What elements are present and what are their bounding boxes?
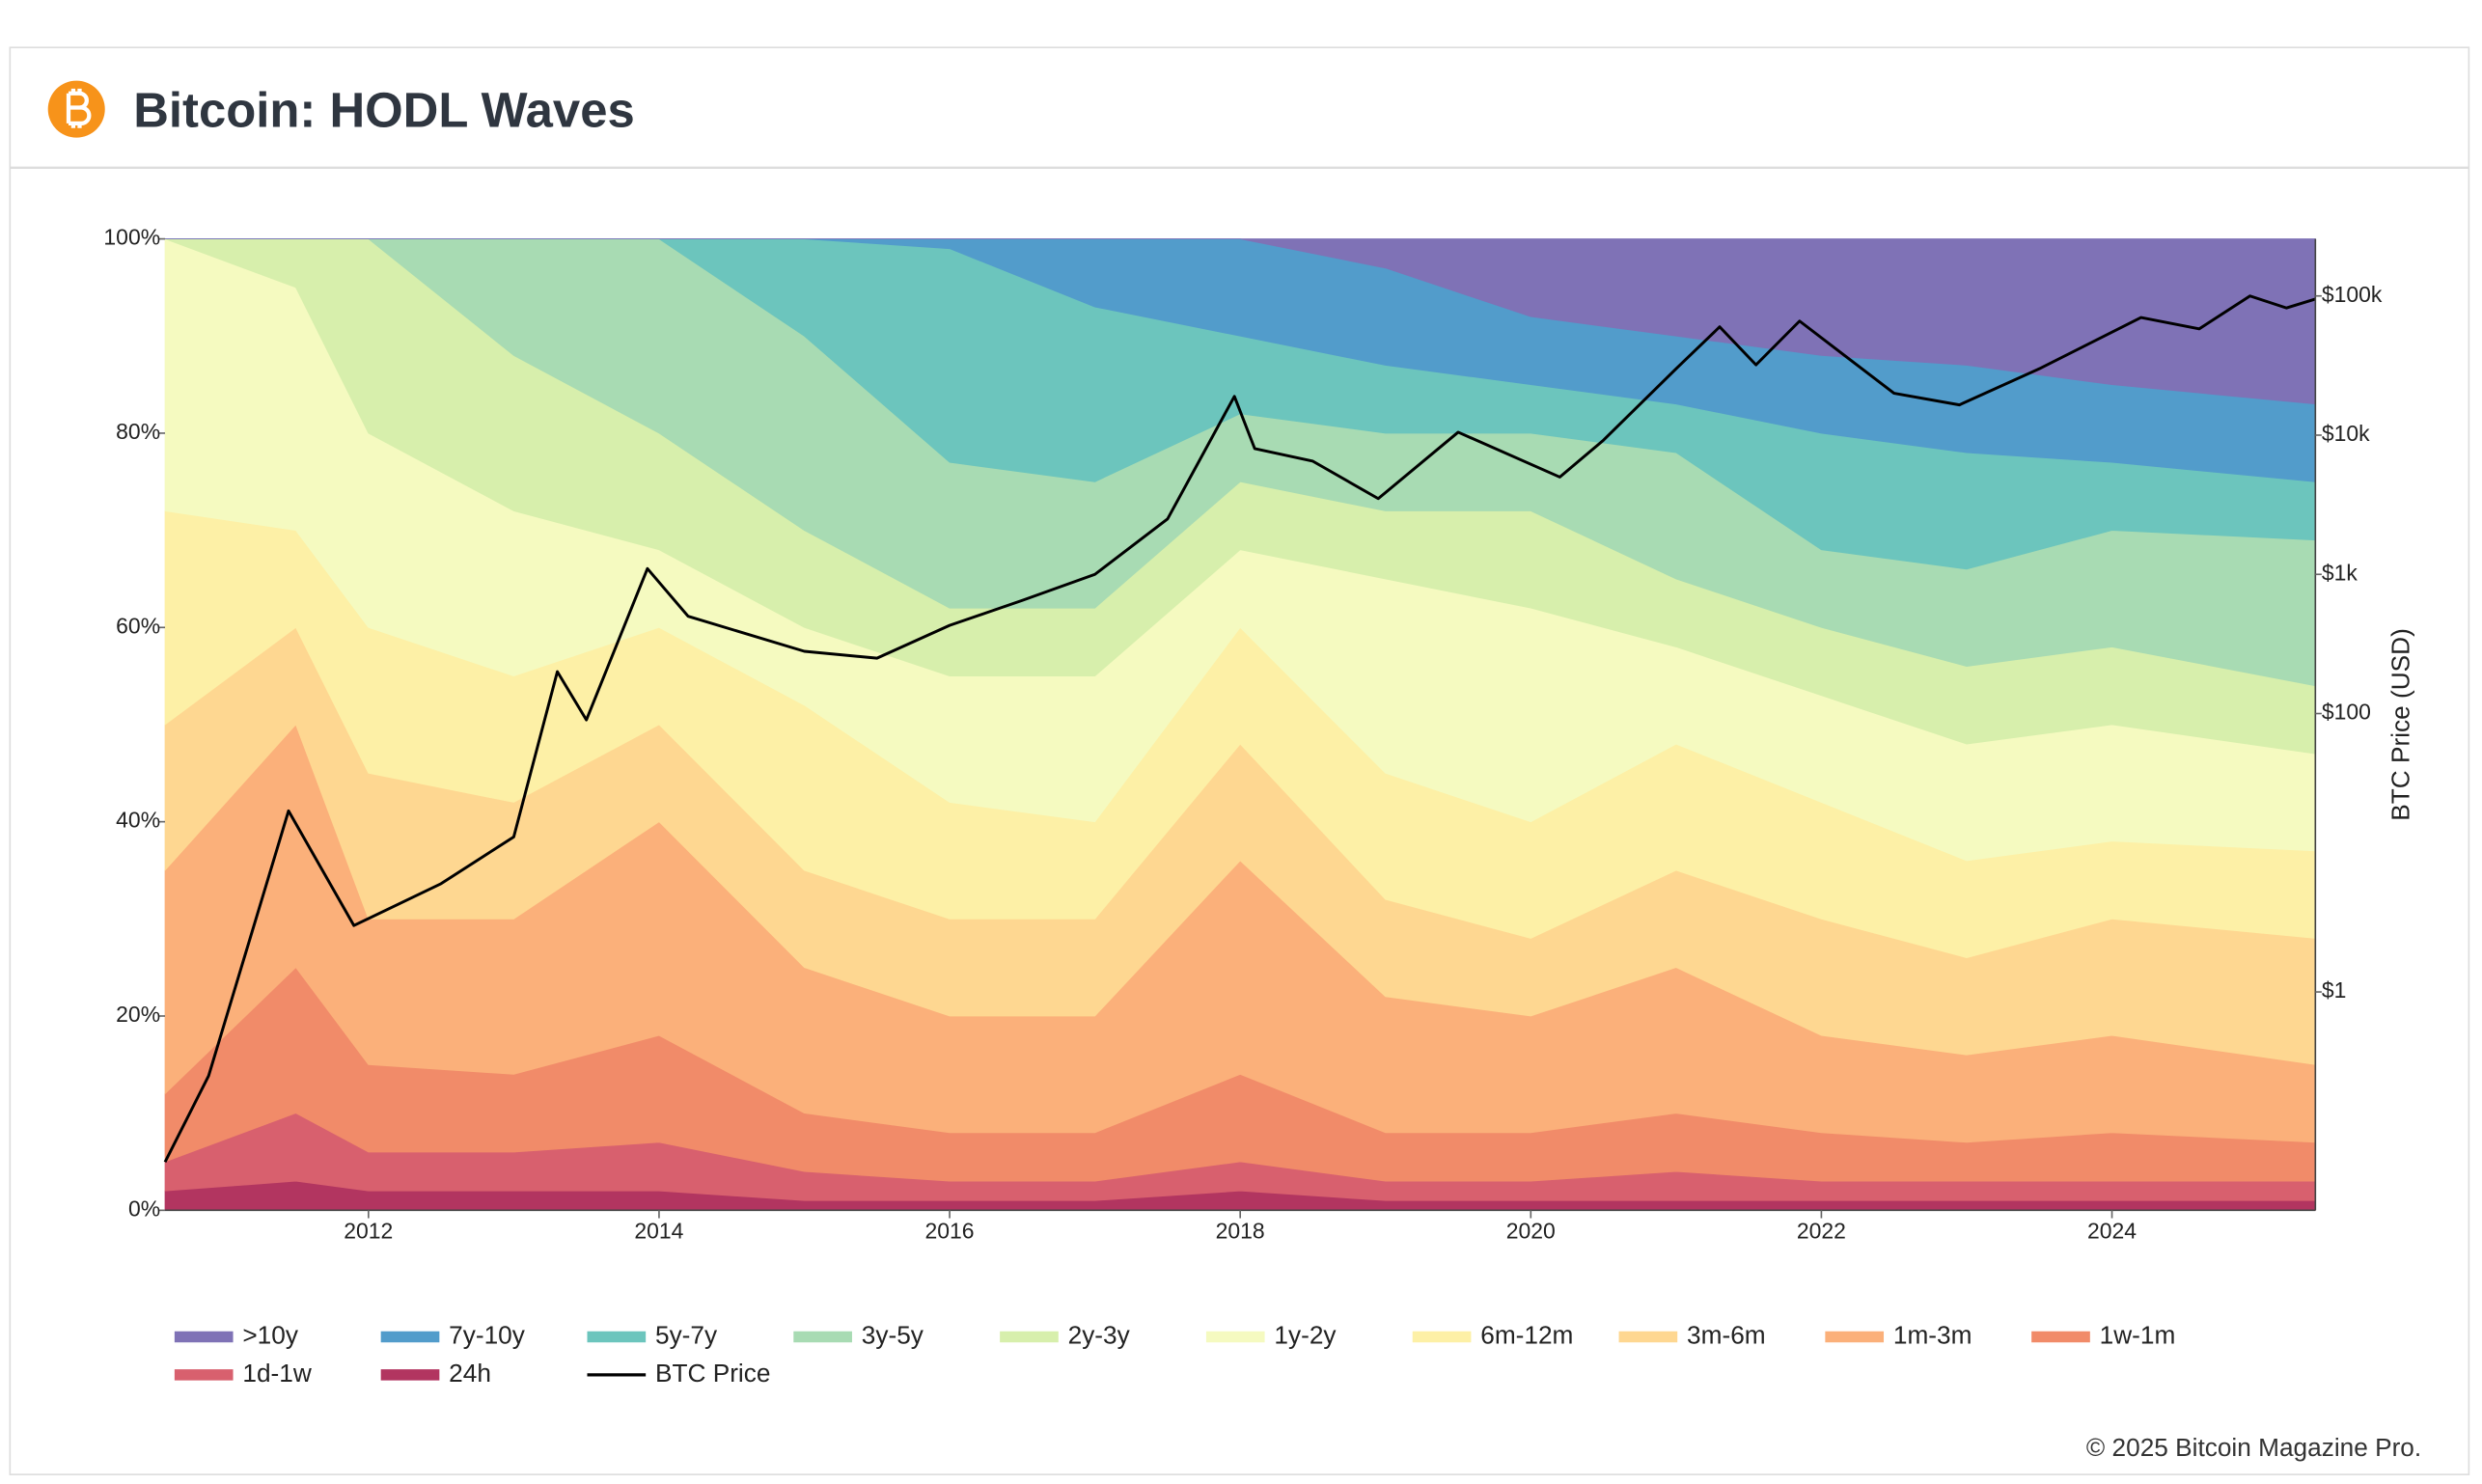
bitcoin-icon — [47, 80, 105, 138]
x-tick-label: 2022 — [1797, 1218, 1846, 1243]
x-tick-label: 2012 — [344, 1218, 393, 1243]
x-tick-label: 2018 — [1216, 1218, 1265, 1243]
icon-glyph — [66, 88, 92, 128]
chart-title: Bitcoin: HODL Waves — [133, 82, 635, 137]
copyright: © 2025 Bitcoin Magazine Pro. — [2086, 1433, 2421, 1462]
areas — [163, 237, 2316, 1211]
legend-label: 1w-1m — [2100, 1320, 2176, 1349]
y-tick-label: 40% — [116, 808, 160, 833]
y-tick-label: 60% — [116, 613, 160, 638]
legend-label: 2y-3y — [1068, 1320, 1131, 1349]
legend-label: 3m-6m — [1687, 1320, 1766, 1349]
y2-axis-label: BTC Price (USD) — [2385, 628, 2414, 821]
y2-tick-label: $100 — [2322, 700, 2371, 725]
legend-label: BTC Price — [655, 1359, 770, 1388]
legend-label: 3y-5y — [862, 1320, 924, 1349]
y-tick-label: 80% — [116, 419, 160, 444]
y-tick-label: 20% — [116, 1002, 160, 1027]
y-tick-label: 0% — [128, 1195, 160, 1221]
legend-label: 1y-2y — [1274, 1320, 1337, 1349]
x-tick-label: 2016 — [925, 1218, 975, 1243]
legend: >10y 7y-10y 5y-7y 3y-5y 2y-3y 1y-2y 6m-12m 3m-6… — [174, 1320, 2176, 1388]
x-tick-label: 2024 — [2087, 1218, 2137, 1243]
y2-tick-label: $1k — [2322, 560, 2358, 585]
y2-tick-label: $100k — [2322, 282, 2383, 307]
y-tick-label: 100% — [103, 225, 160, 250]
legend-label: 7y-10y — [449, 1320, 526, 1349]
legend-label: 1m-3m — [1893, 1320, 1972, 1349]
x-tick-label: 2014 — [634, 1218, 683, 1243]
legend-label: 5y-7y — [655, 1320, 718, 1349]
x-tick-label: 2020 — [1506, 1218, 1556, 1243]
price-line — [163, 294, 2316, 1163]
axes: 0% 20% 40% 60% 80% 100% $1 $100 $1k $10k $100k 2012… — [103, 225, 2382, 1244]
legend-label: 24h — [449, 1359, 491, 1388]
legend-label: 1d-1w — [242, 1359, 311, 1388]
y2-tick-label: $10k — [2322, 421, 2370, 446]
legend-label: 6m-12m — [1480, 1320, 1573, 1349]
legend-label: >10y — [242, 1320, 298, 1349]
y2-tick-label: $1 — [2322, 977, 2347, 1003]
